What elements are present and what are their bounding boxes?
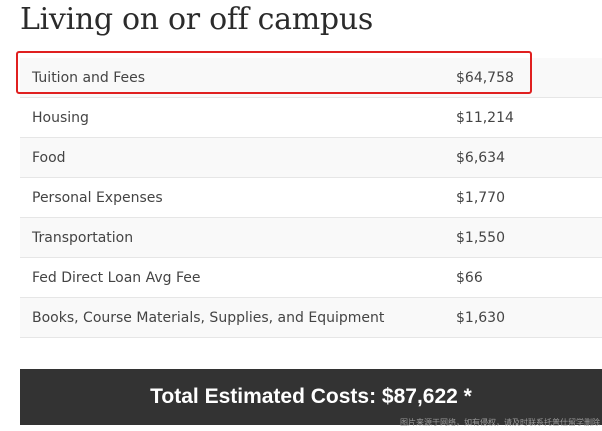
- row-label: Fed Direct Loan Avg Fee: [32, 269, 201, 286]
- total-cost-text: Total Estimated Costs: $87,622 *: [150, 385, 472, 408]
- row-label: Books, Course Materials, Supplies, and E…: [32, 309, 385, 326]
- table-row: Food $6,634: [20, 138, 602, 178]
- table-row: Fed Direct Loan Avg Fee $66: [20, 258, 602, 298]
- image-source-watermark: 图片来源于网络，如有侵权，请及时联系托普仕留学删除: [400, 418, 600, 427]
- table-row: Books, Course Materials, Supplies, and E…: [20, 298, 602, 338]
- row-label: Tuition and Fees: [32, 69, 146, 86]
- row-label: Housing: [32, 109, 89, 126]
- row-value: $1,770: [456, 189, 505, 206]
- row-label: Personal Expenses: [32, 189, 163, 206]
- row-label: Transportation: [32, 229, 134, 246]
- table-row: Housing $11,214: [20, 98, 602, 138]
- cost-table: Tuition and Fees $64,758 Housing $11,214…: [20, 58, 602, 338]
- total-cost-bar: Total Estimated Costs: $87,622 *: [20, 369, 602, 425]
- row-label: Food: [32, 149, 66, 166]
- table-row: Transportation $1,550: [20, 218, 602, 258]
- row-value: $6,634: [456, 149, 505, 166]
- page-heading: Living on or off campus: [20, 2, 373, 37]
- row-value: $1,550: [456, 229, 505, 246]
- row-value: $66: [456, 269, 483, 286]
- table-row: Personal Expenses $1,770: [20, 178, 602, 218]
- row-value: $64,758: [456, 69, 514, 86]
- row-value: $1,630: [456, 309, 505, 326]
- row-value: $11,214: [456, 109, 514, 126]
- table-row: Tuition and Fees $64,758: [20, 58, 602, 98]
